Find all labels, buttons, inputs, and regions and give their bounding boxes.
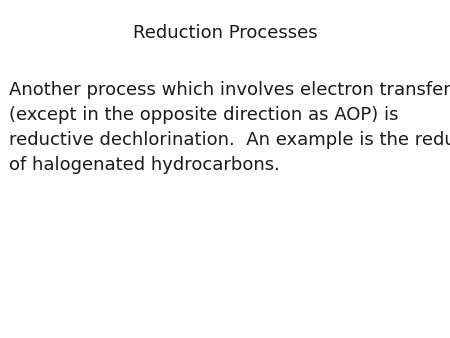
Text: Reduction Processes: Reduction Processes	[133, 24, 317, 42]
Text: Another process which involves electron transfer
(except in the opposite directi: Another process which involves electron …	[9, 81, 450, 174]
